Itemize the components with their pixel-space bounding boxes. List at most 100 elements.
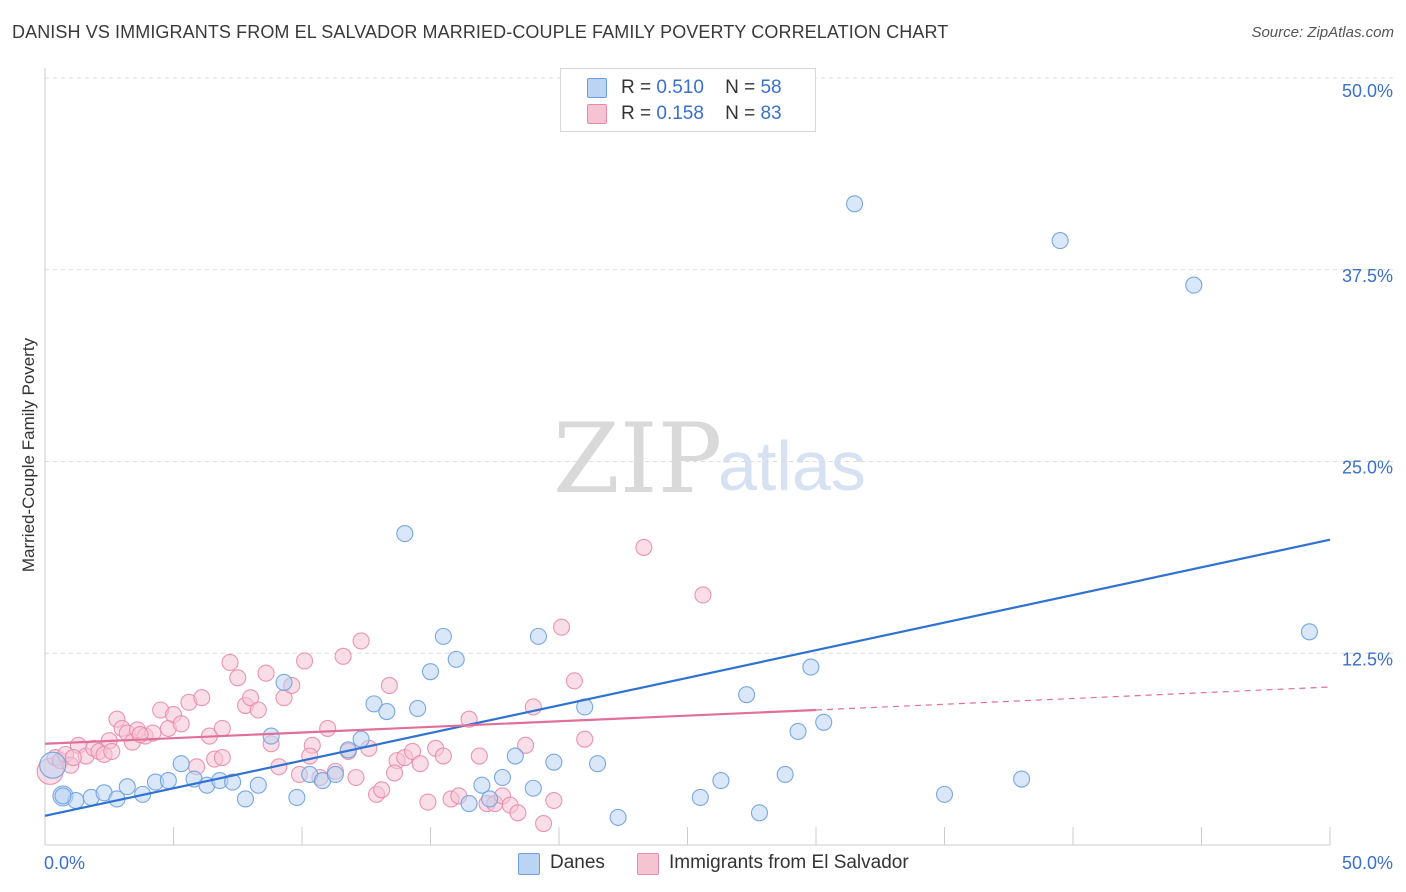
point-danes: [378, 702, 396, 721]
point-el-salvador: [249, 701, 267, 719]
point-danes: [288, 788, 306, 806]
r-label: R =: [621, 77, 652, 98]
point-el-salvador: [296, 652, 314, 670]
point-danes: [529, 627, 547, 645]
danes-legend-swatch: [518, 853, 540, 875]
r-label: R =: [621, 103, 652, 124]
point-danes: [365, 695, 383, 713]
point-danes: [1051, 232, 1069, 250]
point-danes: [236, 790, 255, 808]
point-danes: [249, 776, 267, 794]
watermark: ZIP atlas: [553, 403, 866, 515]
point-danes: [738, 686, 756, 704]
point-danes: [691, 788, 709, 806]
trend-line-el-salvador-extension: [815, 686, 1331, 711]
point-danes: [845, 195, 864, 213]
point-danes: [609, 808, 627, 826]
danes-legend-label: Danes: [550, 852, 605, 873]
point-el-salvador: [411, 755, 429, 773]
point-danes: [524, 779, 542, 797]
x-tick-label: 0.0%: [44, 853, 85, 873]
point-danes: [776, 765, 794, 783]
point-el-salvador: [434, 747, 452, 765]
point-el-salvador: [535, 814, 553, 833]
point-danes: [802, 658, 820, 676]
point-danes: [224, 773, 242, 791]
point-danes: [460, 795, 478, 813]
point-danes: [1185, 276, 1203, 294]
point-el-salvador: [213, 749, 231, 767]
point-el-salvador: [385, 764, 404, 782]
watermark-atlas: atlas: [718, 427, 866, 505]
data-points: [36, 195, 1318, 833]
point-el-salvador: [103, 742, 121, 760]
point-el-salvador: [635, 538, 653, 556]
stats-legend: R = 0.510 N = 58 R = 0.158 N = 83: [560, 68, 816, 132]
point-el-salvador: [64, 749, 82, 767]
point-danes: [434, 627, 452, 645]
trend-lines: [44, 538, 1331, 817]
tick-labels: 12.5% 25.0% 37.5% 50.0% 0.0% 50.0%: [44, 81, 1393, 873]
point-danes: [481, 790, 499, 808]
point-el-salvador: [419, 793, 437, 811]
n-value-el-salvador: 83: [760, 103, 782, 124]
n-value-danes: 58: [760, 77, 782, 98]
point-el-salvador: [193, 689, 211, 707]
point-danes: [262, 727, 280, 745]
point-danes: [421, 663, 440, 681]
point-danes: [1013, 770, 1031, 788]
point-danes: [172, 755, 190, 773]
chart-source: Source: ZipAtlas.com: [1251, 24, 1394, 41]
el-salvador-legend-label: Immigrants from El Salvador: [669, 852, 909, 873]
point-el-salvador: [319, 719, 337, 737]
trend-line-el-salvador: [44, 708, 817, 745]
point-danes: [493, 768, 512, 787]
watermark-zip: ZIP: [553, 403, 722, 515]
y-tick-label: 50.0%: [1342, 81, 1393, 101]
point-el-salvador: [172, 715, 190, 733]
point-el-salvador: [373, 781, 391, 799]
point-danes: [506, 747, 524, 765]
y-tick-label: 37.5%: [1342, 266, 1393, 286]
point-el-salvador: [470, 747, 488, 765]
point-el-salvador: [347, 768, 365, 787]
trend-line-danes: [44, 538, 1331, 817]
point-el-salvador: [380, 676, 398, 695]
r-value-danes: 0.510: [656, 77, 704, 98]
point-el-salvador: [576, 730, 594, 748]
point-danes: [118, 778, 136, 796]
y-tick-label: 12.5%: [1342, 649, 1393, 669]
point-danes: [39, 751, 67, 779]
point-danes: [545, 753, 563, 771]
el-salvador-legend-swatch: [637, 853, 659, 875]
point-danes: [275, 673, 293, 691]
point-danes: [789, 722, 807, 741]
point-el-salvador: [221, 653, 239, 672]
chart-title: DANISH VS IMMIGRANTS FROM EL SALVADOR MA…: [12, 22, 949, 42]
point-danes: [1300, 623, 1318, 641]
point-el-salvador: [229, 669, 247, 687]
point-el-salvador: [257, 664, 275, 682]
point-el-salvador: [509, 804, 527, 822]
point-danes: [54, 787, 72, 805]
point-danes: [473, 776, 491, 794]
point-danes: [447, 650, 465, 668]
point-danes: [409, 699, 427, 718]
point-danes: [588, 755, 607, 773]
point-el-salvador: [545, 791, 563, 810]
point-el-salvador: [334, 647, 352, 665]
point-el-salvador: [694, 586, 712, 604]
point-danes: [935, 785, 954, 803]
danes-swatch: [587, 78, 607, 98]
point-danes: [159, 772, 177, 790]
point-danes: [396, 525, 414, 543]
n-label: N =: [725, 77, 756, 98]
gridlines: [45, 77, 1393, 654]
point-el-salvador: [565, 672, 583, 690]
point-danes: [815, 713, 833, 731]
r-value-el-salvador: 0.158: [656, 103, 704, 124]
n-label: N =: [725, 103, 756, 124]
point-el-salvador: [553, 618, 571, 636]
point-danes: [326, 765, 344, 783]
